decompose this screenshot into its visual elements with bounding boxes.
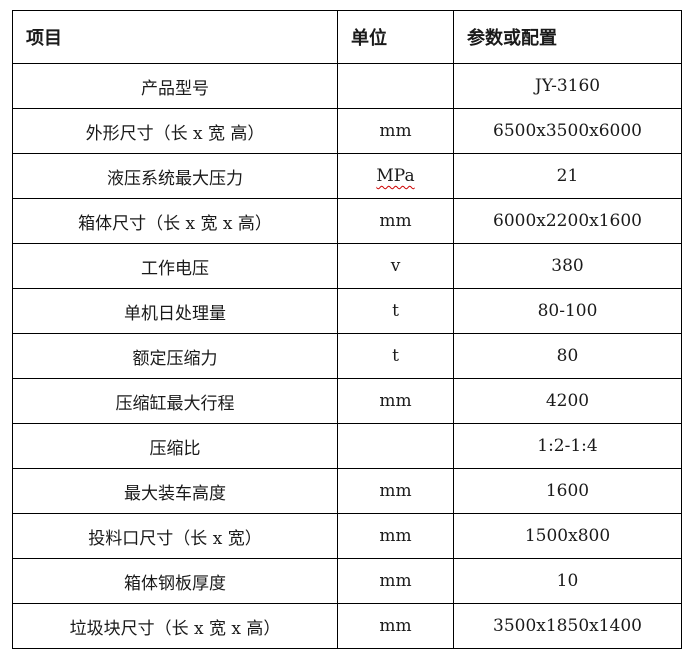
spec-unit-cell	[337, 423, 454, 469]
spec-value-cell: 4200	[453, 378, 682, 424]
spec-item-cell: 垃圾块尺寸（长 x 宽 x 高）	[12, 603, 338, 649]
spec-unit-text: mm	[379, 571, 412, 591]
spec-item-cell: 最大装车高度	[12, 468, 338, 514]
spec-unit-text: v	[390, 256, 401, 276]
spec-unit-text: mm	[379, 481, 412, 501]
spec-unit-text: mm	[379, 526, 412, 546]
table-row: 投料口尺寸（长 x 宽） mm 1500x800	[12, 513, 682, 559]
spec-unit-cell: mm	[337, 558, 454, 604]
spec-item-cell: 产品型号	[12, 63, 338, 109]
table-row: 最大装车高度 mm 1600	[12, 468, 682, 514]
spec-value-cell: 80	[453, 333, 682, 379]
spec-unit-text: MPa	[376, 166, 415, 186]
col-header-value: 参数或配置	[453, 10, 682, 64]
spec-unit-cell: t	[337, 288, 454, 334]
spec-value-cell: 6500x3500x6000	[453, 108, 682, 154]
spec-unit-cell: v	[337, 243, 454, 289]
table-row: 额定压缩力 t 80	[12, 333, 682, 379]
spec-unit-text: mm	[379, 391, 412, 411]
product-spec-table: 项目 单位 参数或配置 产品型号 JY-3160 外形尺寸（长 x 宽 高） mm 65…	[12, 10, 682, 649]
spec-unit-text: mm	[379, 211, 412, 231]
spec-value-cell: JY-3160	[453, 63, 682, 109]
spec-table-header: 项目 单位 参数或配置	[12, 10, 682, 64]
spec-unit-cell: mm	[337, 513, 454, 559]
spec-item-cell: 投料口尺寸（长 x 宽）	[12, 513, 338, 559]
spec-value-cell: 1:2-1:4	[453, 423, 682, 469]
spec-item-cell: 压缩缸最大行程	[12, 378, 338, 424]
header-row: 项目 单位 参数或配置	[12, 10, 682, 64]
spec-value-cell: 80-100	[453, 288, 682, 334]
spec-unit-cell: mm	[337, 603, 454, 649]
spec-unit-text: t	[392, 346, 399, 366]
spec-item-cell: 额定压缩力	[12, 333, 338, 379]
spec-value-cell: 6000x2200x1600	[453, 198, 682, 244]
table-row: 箱体尺寸（长 x 宽 x 高） mm 6000x2200x1600	[12, 198, 682, 244]
spec-unit-cell: mm	[337, 198, 454, 244]
table-row: 垃圾块尺寸（长 x 宽 x 高） mm 3500x1850x1400	[12, 603, 682, 649]
spec-unit-cell	[337, 63, 454, 109]
spec-value-cell: 3500x1850x1400	[453, 603, 682, 649]
spec-value-cell: 10	[453, 558, 682, 604]
table-row: 压缩比 1:2-1:4	[12, 423, 682, 469]
col-header-unit: 单位	[337, 10, 454, 64]
spec-unit-cell: MPa	[337, 153, 454, 199]
spec-item-cell: 箱体尺寸（长 x 宽 x 高）	[12, 198, 338, 244]
table-row: 工作电压 v 380	[12, 243, 682, 289]
table-row: 液压系统最大压力 MPa 21	[12, 153, 682, 199]
table-row: 外形尺寸（长 x 宽 高） mm 6500x3500x6000	[12, 108, 682, 154]
spec-table-body: 产品型号 JY-3160 外形尺寸（长 x 宽 高） mm 6500x3500x6000…	[12, 63, 682, 649]
col-header-item: 项目	[12, 10, 338, 64]
spec-unit-cell: mm	[337, 468, 454, 514]
spec-item-cell: 外形尺寸（长 x 宽 高）	[12, 108, 338, 154]
spec-unit-text: mm	[379, 121, 412, 141]
spec-value-cell: 380	[453, 243, 682, 289]
spec-unit-cell: t	[337, 333, 454, 379]
table-row: 单机日处理量 t 80-100	[12, 288, 682, 334]
spec-value-cell: 1500x800	[453, 513, 682, 559]
spec-item-cell: 单机日处理量	[12, 288, 338, 334]
spec-value-cell: 21	[453, 153, 682, 199]
spec-unit-text: mm	[379, 616, 412, 636]
spec-value-cell: 1600	[453, 468, 682, 514]
table-row: 箱体钢板厚度 mm 10	[12, 558, 682, 604]
spec-item-cell: 工作电压	[12, 243, 338, 289]
table-row: 产品型号 JY-3160	[12, 63, 682, 109]
spec-item-cell: 液压系统最大压力	[12, 153, 338, 199]
spec-unit-cell: mm	[337, 378, 454, 424]
spec-item-cell: 压缩比	[12, 423, 338, 469]
spec-unit-cell: mm	[337, 108, 454, 154]
spec-item-cell: 箱体钢板厚度	[12, 558, 338, 604]
table-row: 压缩缸最大行程 mm 4200	[12, 378, 682, 424]
spec-unit-text: t	[392, 301, 399, 321]
